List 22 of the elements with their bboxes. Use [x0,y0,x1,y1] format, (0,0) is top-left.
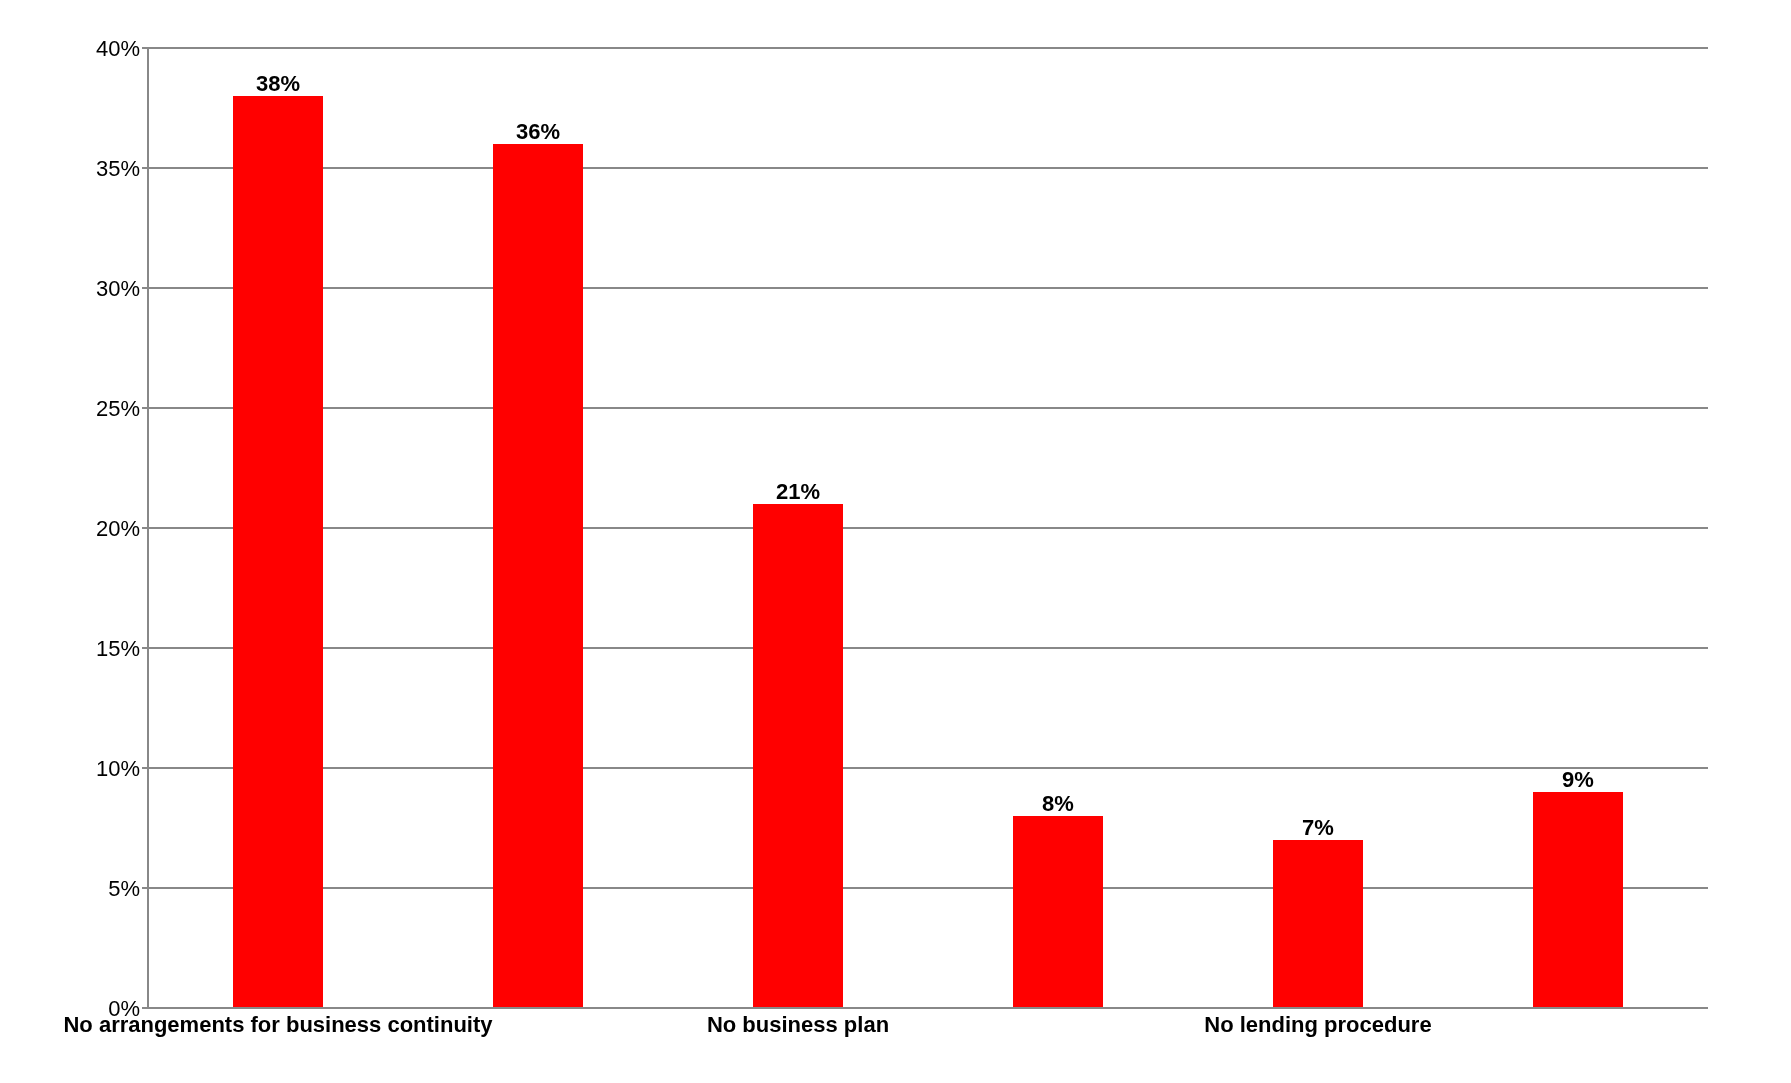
bar [753,504,843,1008]
y-tick-label: 40% [95,35,140,61]
data-label: 36% [515,119,561,144]
y-tick-label: 25% [95,395,140,421]
x-tick-label: No business plan [706,1011,890,1037]
bar [493,144,583,1008]
data-label: 7% [1302,815,1334,840]
bar [1533,792,1623,1008]
y-tick-label: 10% [95,755,140,781]
bar [1013,816,1103,1008]
data-label: 38% [255,71,301,96]
bar [1273,840,1363,1008]
y-tick-label: 15% [95,635,140,661]
data-label: 9% [1562,767,1594,792]
y-tick-label: 5% [108,875,140,901]
x-tick-label: No lending procedure [1204,1011,1432,1037]
y-tick-label: 20% [95,515,140,541]
bar [233,96,323,1008]
y-tick-label: 35% [95,155,140,181]
data-label: 21% [775,479,821,504]
y-tick-label: 30% [95,275,140,301]
data-label: 8% [1042,791,1074,816]
